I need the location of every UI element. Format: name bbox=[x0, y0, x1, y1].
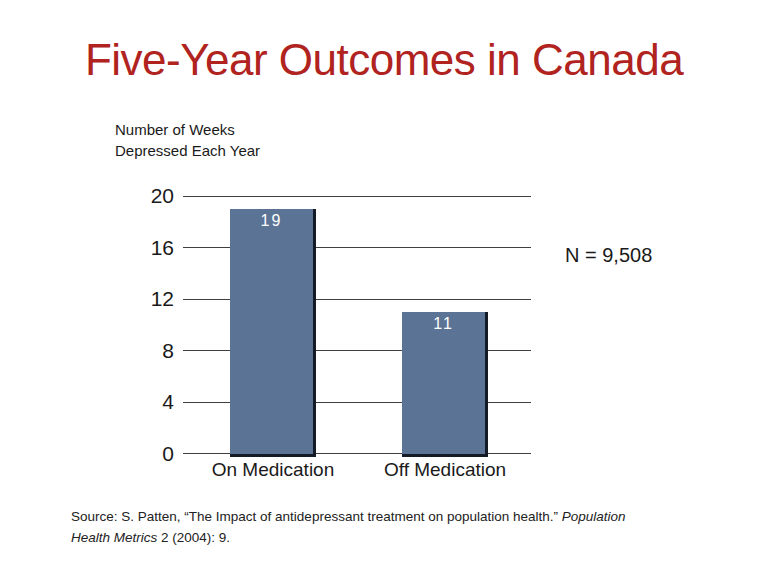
bar-off-medication: 11 bbox=[402, 312, 488, 457]
bar-value-label: 19 bbox=[230, 212, 313, 230]
source-text-part2: 2 (2004): 9. bbox=[157, 530, 230, 545]
y-tick-label: 20 bbox=[126, 183, 174, 209]
bar-chart: 0 4 8 12 16 20 19 On Medication 11 Off Medication bbox=[0, 0, 768, 576]
sample-size-label: N = 9,508 bbox=[565, 244, 652, 267]
source-citation: Source: S. Patten, “The Impact of antide… bbox=[71, 507, 626, 548]
y-tick-label: 4 bbox=[126, 389, 174, 415]
y-tick-label: 16 bbox=[126, 235, 174, 261]
y-tick-label: 8 bbox=[126, 338, 174, 364]
bar-on-medication: 19 bbox=[230, 209, 316, 457]
source-text-part1: Source: S. Patten, “The Impact of antide… bbox=[71, 509, 562, 524]
source-journal-name-part1: Population bbox=[562, 509, 626, 524]
gridline bbox=[183, 196, 531, 197]
bar-value-label: 11 bbox=[402, 315, 485, 333]
y-tick-label: 12 bbox=[126, 286, 174, 312]
y-tick-label: 0 bbox=[126, 441, 174, 467]
x-category-label-on-medication: On Medication bbox=[183, 459, 363, 481]
presentation-slide: Five-Year Outcomes in Canada Number of W… bbox=[0, 0, 768, 576]
x-category-label-off-medication: Off Medication bbox=[355, 459, 535, 481]
source-journal-name-part2: Health Metrics bbox=[71, 530, 157, 545]
